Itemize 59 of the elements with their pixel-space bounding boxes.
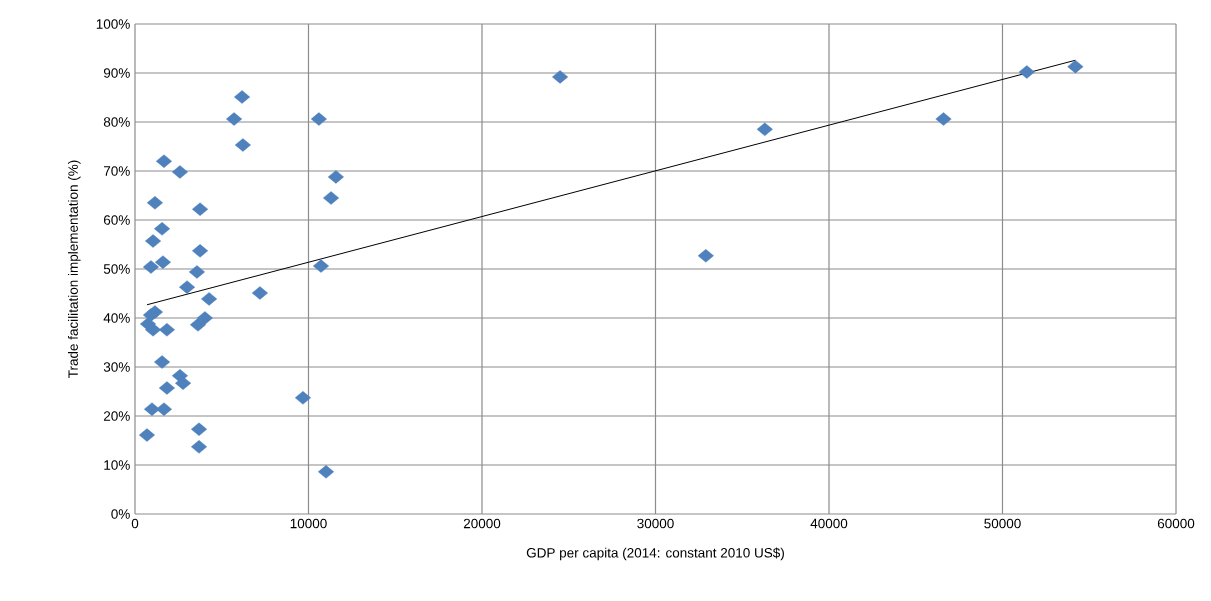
point [327,170,344,184]
x-tick-label: 10000 [290,518,327,529]
x-tick-label: 50000 [984,518,1021,529]
point [188,265,205,279]
point [201,292,218,306]
point [189,318,206,332]
point [756,122,773,137]
point [158,381,175,395]
x-axis-title: GDP per capita (2014: constant 2010 US$) [526,547,784,561]
point [144,402,160,416]
x-tick-label: 0 [131,518,139,529]
point [145,234,162,248]
y-tick-label: 100% [96,19,130,29]
point [171,165,188,179]
point [226,112,243,126]
point [234,138,251,152]
point [552,70,569,84]
x-tick-label: 60000 [1157,518,1195,529]
y-tick-label: 70% [103,166,130,176]
point [142,260,159,274]
point [192,202,209,216]
point [1018,65,1035,79]
point [234,90,251,104]
y-tick-label: 20% [103,411,130,421]
point [145,323,162,337]
x-tick-label: 30000 [637,518,674,529]
y-tick-label: 30% [103,362,130,372]
y-tick-label: 50% [103,264,130,274]
point [154,255,171,269]
y-tick-label: 90% [103,68,130,78]
point [251,286,268,300]
point [154,355,171,369]
point [146,196,163,210]
point [155,402,172,416]
point [155,154,172,168]
point [310,112,327,126]
point [318,465,335,479]
point [179,280,196,294]
point [175,376,192,390]
y-tick-label: 10% [104,460,130,470]
point [697,249,714,263]
point [138,428,155,442]
x-tick-label: 20000 [463,518,501,529]
point [294,391,311,405]
point [191,440,208,454]
point [158,323,175,337]
point [323,191,340,205]
point [935,112,952,126]
y-axis-title: Trade facilitation implementation (%) [67,160,81,378]
point [1067,59,1084,74]
y-tick-label: 80% [103,117,130,127]
y-tick-label: 60% [103,215,130,225]
x-tick-label: 40000 [810,518,848,529]
point [192,244,209,258]
point [191,422,208,436]
y-tick-label: 0% [111,509,130,519]
y-tick-label: 40% [103,313,130,323]
point [154,222,171,236]
point [312,259,329,273]
